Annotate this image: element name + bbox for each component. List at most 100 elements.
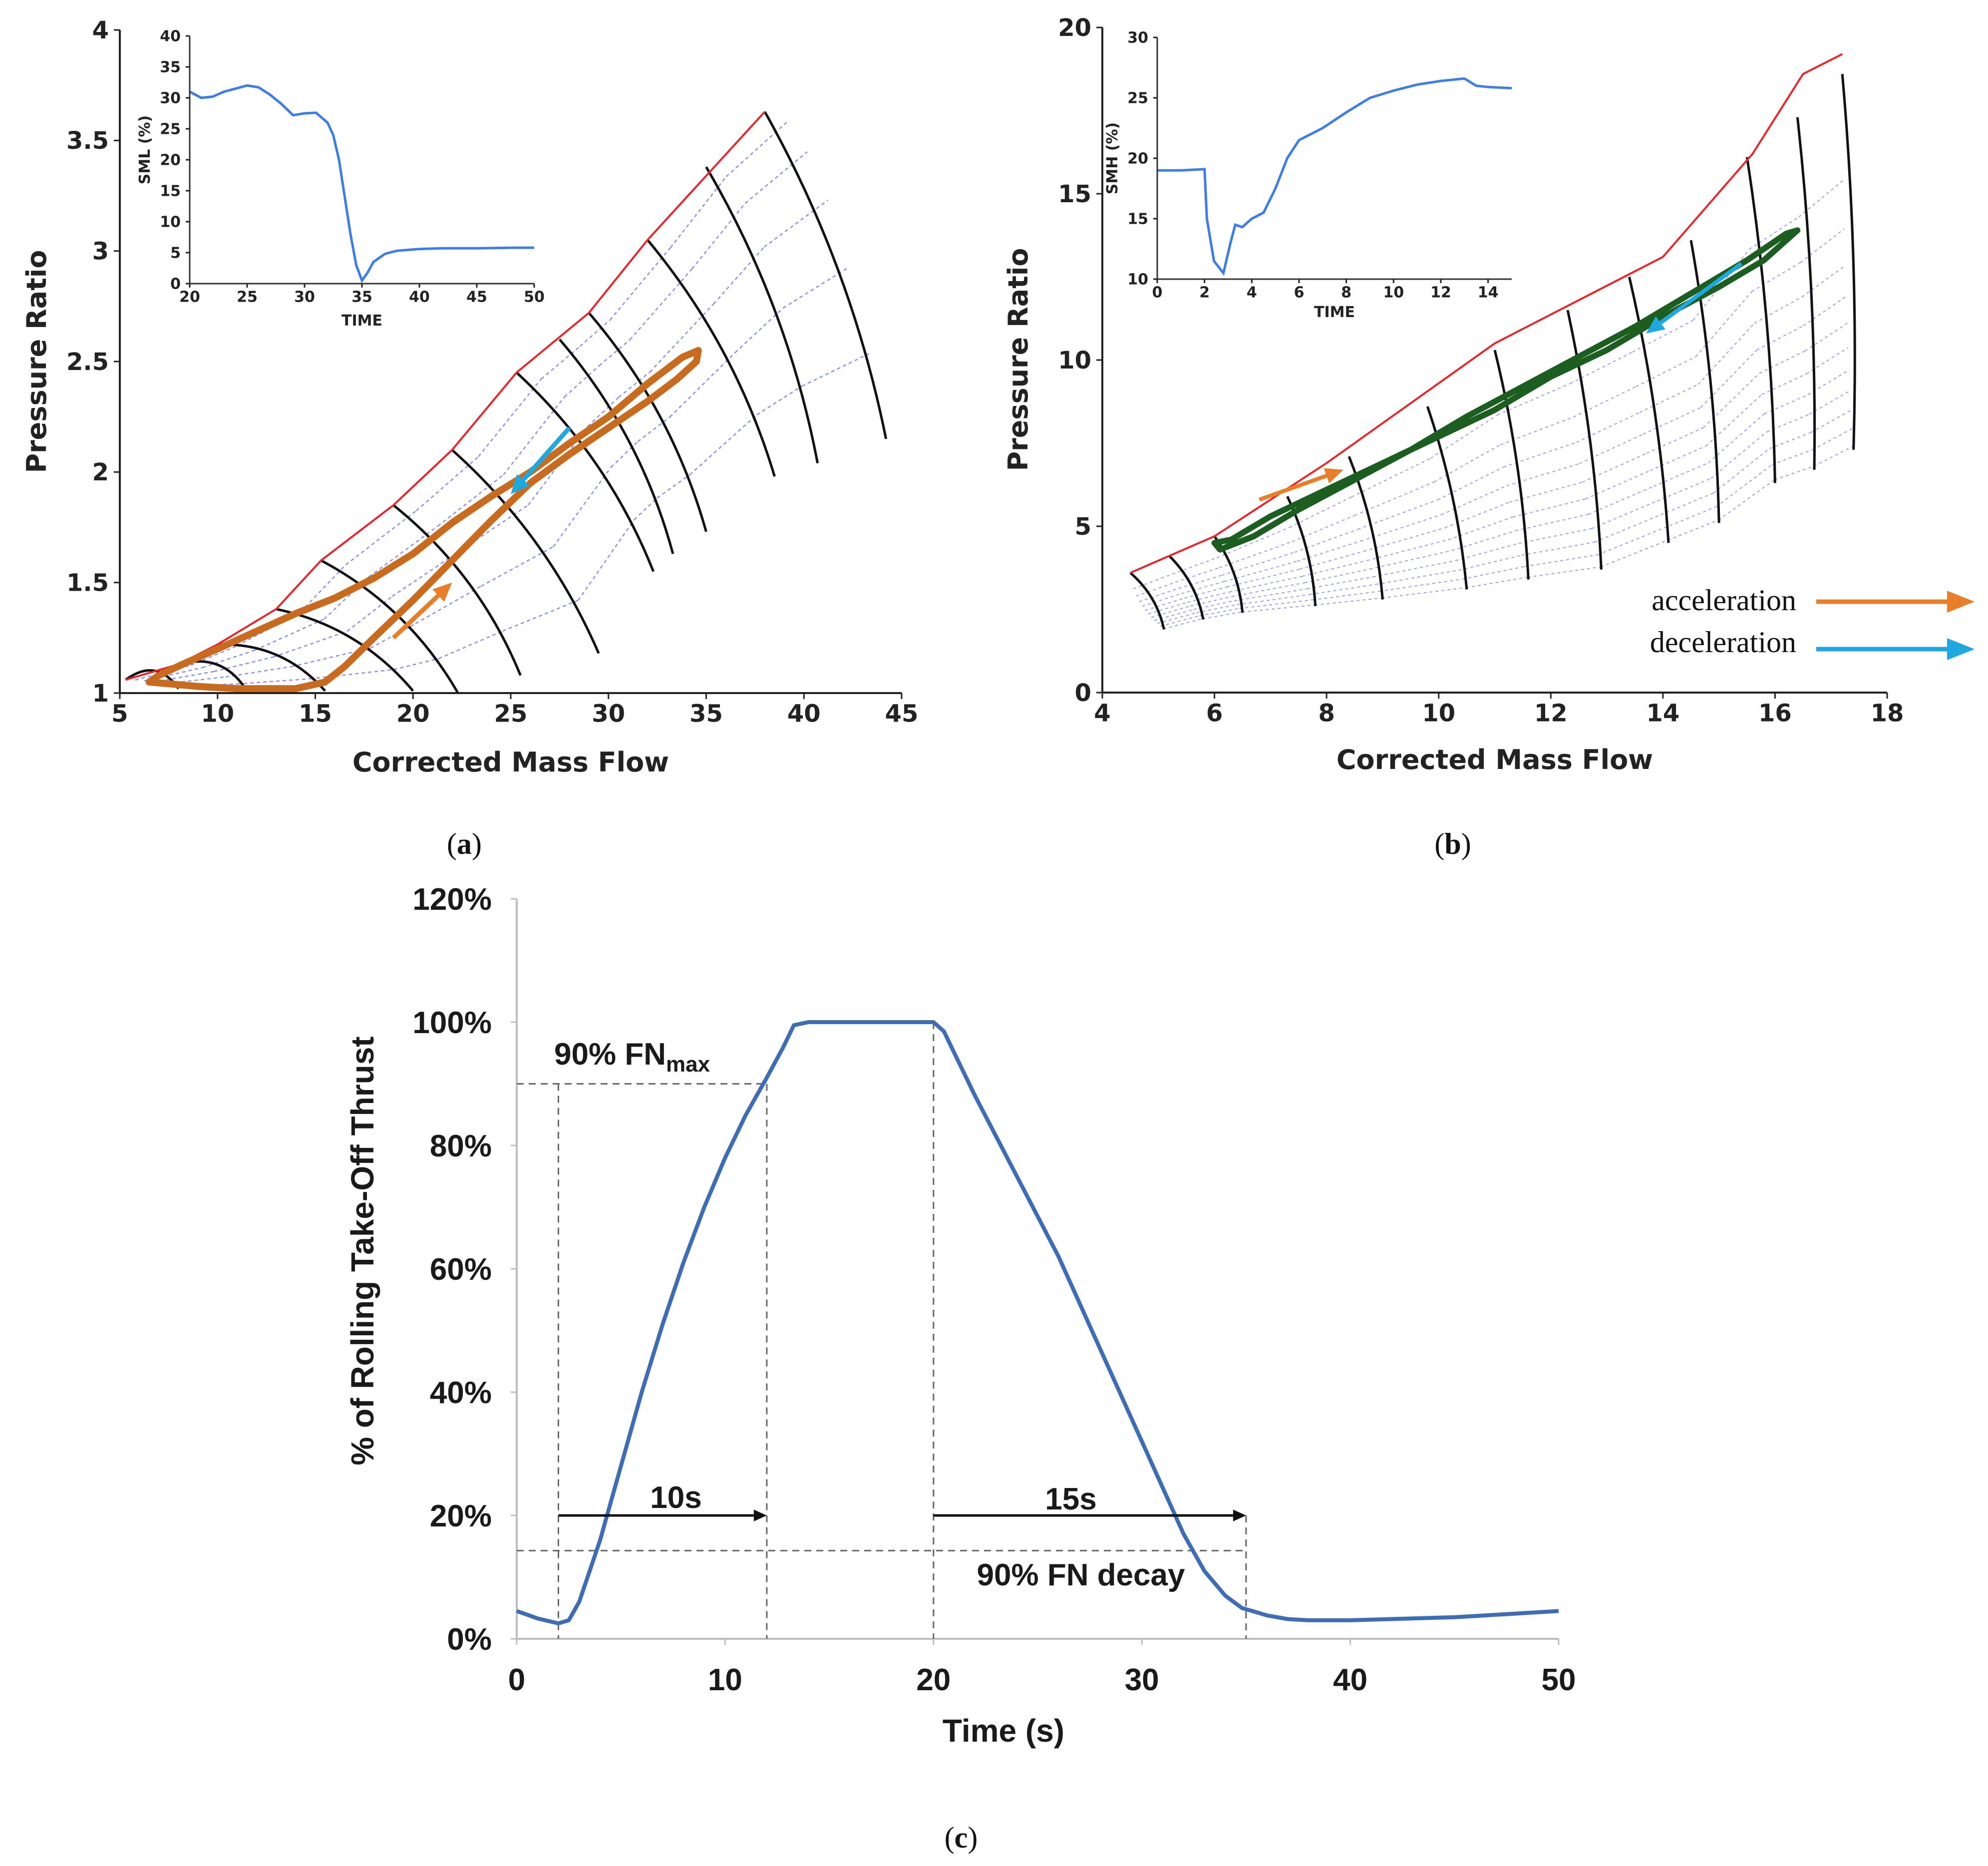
panel-b-inset-y-tick-label: 25 xyxy=(1127,90,1148,107)
efficiency-contour xyxy=(1813,445,1854,467)
efficiency-contour xyxy=(1145,597,1185,611)
panel-b-y-tick-label: 15 xyxy=(1058,180,1091,208)
panel-a-inset-y-tick-label: 20 xyxy=(160,152,181,169)
speed-line xyxy=(763,111,888,439)
efficiency-contour xyxy=(1187,591,1230,603)
panel-a-inset-y-tick-label: 5 xyxy=(170,245,181,262)
efficiency-contour xyxy=(214,656,274,673)
efficiency-contour xyxy=(225,666,292,678)
efficiency-contour xyxy=(1351,457,1431,497)
speed-line xyxy=(1745,157,1776,483)
panel-b-deceleration-arrow-shaft xyxy=(1659,262,1743,325)
efficiency-contour xyxy=(1751,262,1801,292)
speed-line xyxy=(1426,406,1468,590)
efficiency-contour xyxy=(1643,407,1701,435)
panel-c-reference-lines xyxy=(517,1022,1247,1639)
efficiency-contour xyxy=(649,303,714,373)
decel-time-annotation: 15s xyxy=(1045,1482,1096,1516)
efficiency-contour xyxy=(579,319,611,347)
efficiency-contour xyxy=(1521,541,1595,556)
efficiency-contour xyxy=(1812,428,1853,450)
efficiency-contour xyxy=(1202,611,1242,620)
efficiency-contour xyxy=(599,339,631,367)
efficiency-contour xyxy=(1366,539,1449,561)
panel-c-y-tick-label: 60% xyxy=(430,1252,492,1287)
panel-a-inset-y-tick-label: 10 xyxy=(160,214,181,231)
efficiency-contour xyxy=(725,122,787,177)
panel-b-y-tick-label: 10 xyxy=(1058,347,1091,374)
efficiency-contour xyxy=(1512,498,1586,518)
panel-a-y-tick-label: 4 xyxy=(92,16,109,44)
panel-a-inset-x-tick-label: 50 xyxy=(524,289,545,306)
panel-a-x-tick-label: 5 xyxy=(111,700,128,728)
panel-a-inset-bg xyxy=(190,36,534,284)
speed-line xyxy=(1689,240,1720,523)
panel-a-acceleration-arrow-shaft xyxy=(392,594,440,640)
panel-a-y-tick-label: 3.5 xyxy=(66,127,109,155)
efficiency-contour xyxy=(1710,431,1767,479)
efficiency-contour xyxy=(1591,500,1657,529)
efficiency-contour xyxy=(1754,296,1802,324)
panel-b-inset-x-tick-label: 6 xyxy=(1294,284,1305,302)
efficiency-contour xyxy=(1232,582,1305,597)
legend-deceleration-arrowhead xyxy=(1947,638,1975,660)
efficiency-contour xyxy=(578,519,635,601)
efficiency-contour xyxy=(553,467,612,547)
efficiency-contour xyxy=(1294,529,1358,553)
panel-a-y-tick-label: 2.5 xyxy=(66,348,109,376)
panel-a-y-label: Pressure Ratio xyxy=(21,250,52,473)
panel-c: 0 10 20 30 40 50 0% 20% 40% 60% 80% 100% 120% Time … xyxy=(344,882,1576,1854)
efficiency-contour xyxy=(1310,584,1376,595)
efficiency-contour xyxy=(1219,541,1293,569)
efficiency-contour xyxy=(1151,605,1191,618)
efficiency-contour xyxy=(541,346,581,379)
efficiency-contour xyxy=(1527,566,1601,578)
efficiency-contour xyxy=(162,676,226,685)
efficiency-contour xyxy=(1774,465,1814,480)
efficiency-contour xyxy=(1804,323,1848,352)
efficiency-contour xyxy=(1234,588,1308,602)
efficiency-contour xyxy=(669,176,727,248)
efficiency-contour xyxy=(1803,296,1847,327)
panel-a-inset-x-tick-label: 20 xyxy=(179,289,200,306)
panel-b-x-tick-label: 18 xyxy=(1871,700,1904,728)
panel-c-x-tick-label: 50 xyxy=(1542,1663,1576,1697)
panel-c-y-label: % of Rolling Take-Off Thrust xyxy=(344,1036,380,1465)
efficiency-contour xyxy=(1227,568,1300,588)
efficiency-contour xyxy=(609,247,671,321)
efficiency-contour xyxy=(1809,390,1851,415)
fnmax-annotation: 90% FNmax xyxy=(554,1037,710,1077)
panel-a-inset-y-tick-label: 0 xyxy=(170,276,181,293)
panel-c-y-tick-label: 40% xyxy=(430,1376,492,1410)
panel-b-label-letter: b xyxy=(1444,827,1461,860)
fn-decay-annotation: 90% FN decay xyxy=(977,1558,1186,1592)
panel-b-y-label: Pressure Ratio xyxy=(1002,248,1034,471)
panel-b-inset-bg xyxy=(1157,37,1512,279)
efficiency-contour xyxy=(1163,618,1203,630)
efficiency-contour xyxy=(1312,591,1379,601)
panel-a-inset-y-tick-label: 15 xyxy=(160,183,181,200)
efficiency-contour xyxy=(310,669,394,680)
panel-a-label-letter: a xyxy=(457,827,472,860)
efficiency-contour xyxy=(1237,594,1310,605)
panel-a-inset: 20 25 30 35 40 45 50 0 5 10 15 20 25 30 35 40 TIME SML… xyxy=(136,28,545,330)
panel-b-inset-x-tick-label: 2 xyxy=(1199,284,1210,302)
efficiency-contour xyxy=(756,385,803,415)
panel-b-y-tick-label: 5 xyxy=(1075,513,1091,541)
panel-c-thrust-curve xyxy=(516,1020,1559,1626)
efficiency-contour xyxy=(1178,575,1222,589)
efficiency-contour xyxy=(691,203,746,270)
speed-line xyxy=(1493,350,1530,580)
efficiency-contour xyxy=(637,416,670,442)
efficiency-contour xyxy=(1718,479,1775,521)
efficiency-contour xyxy=(1302,560,1367,577)
speed-line xyxy=(588,312,707,532)
efficiency-contour xyxy=(657,474,690,499)
panel-a-x-tick-label: 20 xyxy=(396,700,430,728)
efficiency-contour xyxy=(1639,383,1699,413)
efficiency-contour xyxy=(1292,515,1355,542)
panel-b-inset-y-tick-label: 30 xyxy=(1127,29,1148,47)
panel-a-x-tick-label: 35 xyxy=(689,700,723,728)
efficiency-contour xyxy=(629,268,693,341)
